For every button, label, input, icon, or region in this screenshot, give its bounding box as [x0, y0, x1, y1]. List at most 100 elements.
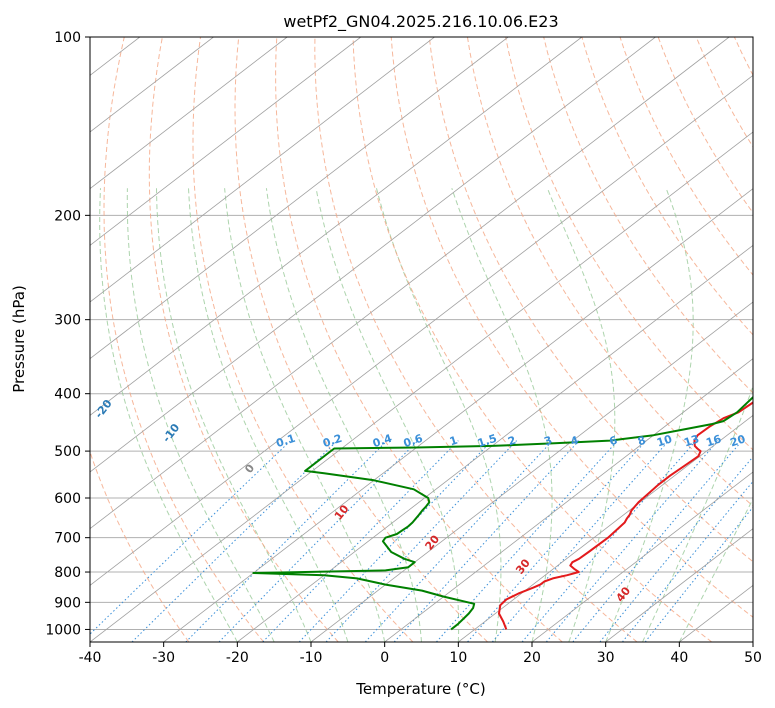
x-tick-label: 10: [449, 650, 467, 666]
mixing-ratio-label: 10: [655, 432, 674, 449]
dry-adiabat-label: 20: [423, 532, 443, 552]
x-tick-label: -20: [226, 650, 249, 666]
x-tick-label: 40: [670, 650, 688, 666]
dry-adiabat-line: [466, 37, 753, 507]
plot-frame: [89, 36, 754, 643]
y-tick-label: 800: [54, 565, 81, 581]
isotherm-line: [310, 301, 753, 642]
dry-adiabat-line: [103, 37, 264, 642]
moist-adiabat-line: [188, 188, 349, 642]
isotherm-line: [384, 358, 753, 642]
mixing-ratio-line: [262, 440, 459, 642]
y-tick-label: 900: [54, 595, 81, 611]
dry-adiabat-label: -20: [92, 397, 115, 421]
dry-adiabat-label: -30: [26, 358, 49, 382]
moist-adiabat-line: [678, 497, 753, 642]
mixing-ratio-label: 0.1: [274, 432, 297, 450]
x-tick-label: -10: [300, 650, 323, 666]
moist-adiabat-line: [156, 188, 312, 642]
dry-adiabat-label: 30: [513, 556, 533, 576]
mixing-ratio-label: 16: [704, 432, 723, 449]
moist-adiabat-line: [99, 188, 238, 642]
dry-adiabat-line: [234, 37, 488, 642]
x-axis: -40 -30 -20 -10 0 10 20 30 40 50: [79, 642, 762, 666]
x-tick-label: -40: [79, 650, 102, 666]
dry-adiabat-line: [770, 32, 775, 642]
dry-adiabat-line: [505, 37, 753, 451]
mixing-ratio-line: [325, 440, 517, 642]
mixing-ratio-line: [298, 440, 493, 642]
isotherm-line: [90, 37, 509, 360]
isotherm-line: [90, 74, 753, 586]
moist-adiabat-line: [224, 188, 386, 642]
isotherm-line: [90, 37, 214, 133]
mixing-ratio-line: [521, 440, 697, 642]
isotherm-line: [90, 131, 753, 642]
dry-adiabat-line: [275, 37, 563, 642]
mixing-ratio-line: [364, 440, 553, 642]
isotherm-line: [679, 584, 753, 642]
dry-adiabat-line: [352, 37, 713, 642]
dry-adiabat-line: [619, 37, 753, 276]
dry-adiabat-line: [148, 37, 339, 642]
mixing-ratio-line: [467, 440, 647, 642]
mixing-ratio-label: 0.6: [402, 432, 425, 450]
x-tick-label: 30: [597, 650, 615, 666]
dry-adiabat-line: [314, 37, 638, 642]
x-tick-label: 0: [380, 650, 389, 666]
mixing-ratio-label: 2: [506, 434, 517, 449]
mixing-ratio-line: [90, 440, 292, 635]
dry-adiabat-line: [192, 37, 414, 642]
x-axis-label: Temperature (°C): [355, 680, 485, 698]
mixing-ratio-label: 0.4: [371, 432, 394, 450]
y-tick-label: 100: [54, 30, 81, 46]
dry-adiabat-label: 10: [332, 502, 352, 522]
isotherm-line: [163, 188, 753, 642]
isotherm-line: [752, 641, 753, 642]
mixing-ratio-line: [644, 506, 753, 642]
dry-adiabat-line: [581, 37, 753, 336]
mixing-ratio-label: 1: [448, 434, 459, 449]
moist-adiabat-line: [642, 384, 753, 642]
isotherm-line: [90, 37, 362, 246]
mixing-ratio-line: [185, 440, 388, 642]
moist-adiabat-line: [315, 188, 460, 642]
y-tick-label: 400: [54, 387, 81, 403]
dry-adiabat-label: 0: [242, 461, 257, 475]
mixing-ratio-line: [393, 440, 580, 642]
isotherm-line: [90, 37, 288, 190]
mixing-ratio-line: [545, 440, 719, 642]
mixing-ratio-line: [436, 440, 619, 642]
isotherm-line: [90, 37, 583, 416]
mixing-ratio-line: [599, 456, 753, 642]
mixing-ratio-label: 4: [569, 434, 581, 449]
moist-adiabat-line: [605, 188, 694, 642]
dry-adiabat-label: -10: [160, 421, 183, 445]
isotherm-line: [90, 37, 730, 530]
moist-adiabat-line: [126, 188, 275, 642]
dry-adiabat-line: [695, 37, 753, 148]
y-tick-label: 700: [54, 531, 81, 547]
mixing-ratio-label: 20: [729, 432, 748, 449]
y-tick-label: 300: [54, 313, 81, 329]
isotherm-line: [237, 244, 753, 642]
isotherm-line: [90, 37, 656, 473]
mixing-ratio-label: 8: [636, 434, 647, 449]
moist-adiabat-line: [451, 188, 553, 642]
mixing-ratio-label: 6: [608, 434, 620, 449]
moist-adiabat-line: [376, 188, 502, 642]
y-tick-label: 200: [54, 208, 81, 224]
chart-title: wetPf2_GN04.2025.216.10.06.E23: [283, 12, 558, 32]
dry-adiabat-line: [90, 450, 190, 642]
mixing-ratio-line: [218, 440, 419, 642]
mixing-ratio-line: [622, 480, 753, 642]
mixing-ratio-line: [491, 440, 670, 642]
mixing-ratio-label: 25: [753, 432, 772, 449]
isotherm-line: [458, 414, 753, 642]
y-axis: 100 200 300 400 500 600 700 800 900 1000: [45, 30, 90, 638]
isotherm-line: [531, 471, 753, 642]
x-tick-label: 50: [744, 650, 762, 666]
isotherm-line: [90, 37, 435, 303]
dewpoint-profile-line: [252, 395, 753, 631]
dry-adiabat-label: 40: [614, 584, 634, 604]
